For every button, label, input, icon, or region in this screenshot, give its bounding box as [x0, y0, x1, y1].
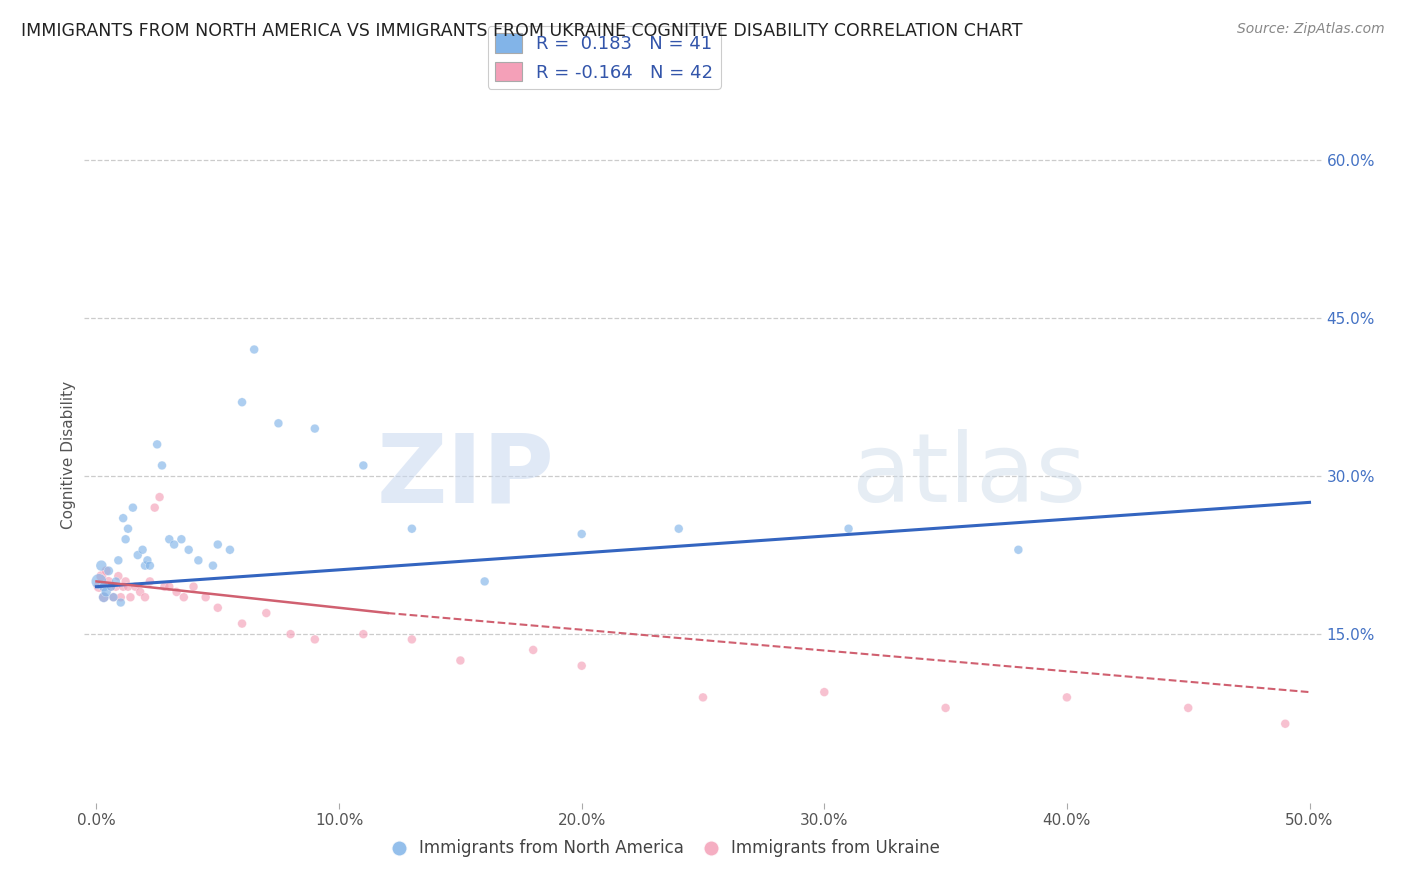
Point: [96, 564, 118, 578]
Point: [1007, 542, 1029, 557]
Point: [97, 564, 120, 578]
Point: [1177, 701, 1199, 715]
Point: [134, 558, 156, 573]
Point: [120, 591, 142, 605]
Point: [131, 542, 153, 557]
Point: [124, 580, 146, 594]
Point: [352, 627, 374, 641]
Point: [153, 580, 176, 594]
Point: [177, 542, 200, 557]
Point: [474, 574, 496, 589]
Point: [571, 658, 593, 673]
Point: [93, 591, 115, 605]
Point: [157, 533, 180, 547]
Point: [100, 580, 122, 594]
Point: [103, 591, 125, 605]
Point: [134, 591, 156, 605]
Point: [401, 632, 423, 647]
Text: ZIP: ZIP: [377, 429, 554, 523]
Point: [935, 701, 957, 715]
Point: [139, 558, 162, 573]
Point: [122, 500, 145, 515]
Point: [207, 600, 229, 615]
Point: [93, 591, 115, 605]
Point: [838, 522, 860, 536]
Point: [522, 643, 544, 657]
Point: [194, 591, 217, 605]
Point: [207, 537, 229, 551]
Point: [150, 458, 173, 473]
Point: [304, 421, 326, 435]
Point: [129, 585, 152, 599]
Point: [157, 580, 180, 594]
Point: [692, 690, 714, 705]
Point: [110, 595, 132, 609]
Point: [813, 685, 835, 699]
Y-axis label: Cognitive Disability: Cognitive Disability: [60, 381, 76, 529]
Point: [136, 553, 159, 567]
Point: [146, 437, 169, 451]
Point: [97, 574, 120, 589]
Text: Source: ZipAtlas.com: Source: ZipAtlas.com: [1237, 22, 1385, 37]
Point: [231, 616, 253, 631]
Legend: Immigrants from North America, Immigrants from Ukraine: Immigrants from North America, Immigrant…: [385, 833, 946, 864]
Point: [163, 537, 186, 551]
Point: [243, 343, 266, 357]
Point: [87, 574, 110, 589]
Point: [352, 458, 374, 473]
Point: [93, 580, 115, 594]
Point: [187, 553, 209, 567]
Point: [166, 585, 188, 599]
Point: [173, 591, 195, 605]
Point: [668, 522, 690, 536]
Point: [107, 553, 129, 567]
Point: [90, 558, 112, 573]
Point: [127, 548, 149, 562]
Point: [148, 490, 170, 504]
Point: [117, 580, 139, 594]
Point: [170, 533, 193, 547]
Point: [183, 580, 205, 594]
Point: [104, 574, 127, 589]
Point: [267, 417, 290, 431]
Point: [100, 580, 122, 594]
Point: [114, 574, 136, 589]
Point: [219, 542, 242, 557]
Point: [114, 533, 136, 547]
Point: [103, 591, 125, 605]
Point: [304, 632, 326, 647]
Point: [110, 591, 132, 605]
Point: [104, 580, 127, 594]
Point: [571, 527, 593, 541]
Point: [1274, 716, 1296, 731]
Point: [96, 585, 118, 599]
Point: [87, 580, 110, 594]
Point: [449, 653, 471, 667]
Point: [401, 522, 423, 536]
Point: [201, 558, 224, 573]
Point: [112, 580, 135, 594]
Point: [90, 569, 112, 583]
Point: [143, 500, 166, 515]
Point: [1056, 690, 1078, 705]
Text: atlas: atlas: [852, 429, 1087, 523]
Point: [117, 522, 139, 536]
Point: [280, 627, 302, 641]
Point: [254, 606, 277, 620]
Point: [112, 511, 135, 525]
Point: [231, 395, 253, 409]
Point: [107, 569, 129, 583]
Point: [139, 574, 162, 589]
Text: IMMIGRANTS FROM NORTH AMERICA VS IMMIGRANTS FROM UKRAINE COGNITIVE DISABILITY CO: IMMIGRANTS FROM NORTH AMERICA VS IMMIGRA…: [21, 22, 1022, 40]
